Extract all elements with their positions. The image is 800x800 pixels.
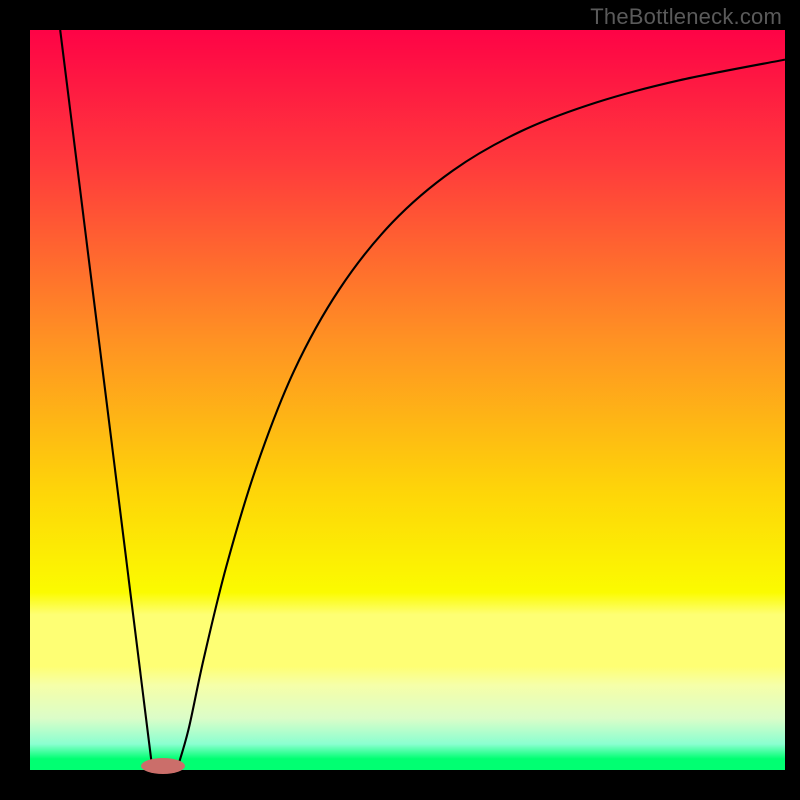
chart-curves (30, 30, 785, 770)
chart-plot-area (30, 30, 785, 770)
watermark-text: TheBottleneck.com (590, 4, 782, 30)
right-curve (177, 60, 785, 769)
bottleneck-marker (139, 756, 187, 776)
left-curve (60, 30, 152, 769)
bottleneck-marker-ellipse (141, 758, 185, 774)
